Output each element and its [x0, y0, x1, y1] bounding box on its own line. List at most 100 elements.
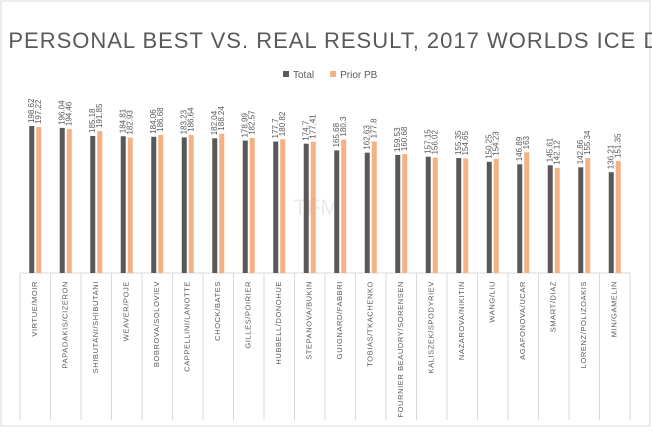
bar — [127, 137, 133, 273]
bar — [212, 138, 218, 273]
data-label: 186.68 — [156, 107, 165, 132]
data-label: 155.34 — [583, 130, 592, 155]
data-label: 159.53 — [393, 127, 402, 152]
x-tick-label: WANG/LIU — [488, 281, 497, 323]
legend-swatch — [283, 71, 289, 77]
bar — [432, 157, 438, 273]
legend-label: Total — [293, 70, 314, 81]
data-label: 177.8 — [369, 118, 378, 139]
bar — [29, 126, 35, 273]
bar — [97, 131, 103, 273]
bar — [456, 158, 462, 273]
legend-swatch — [330, 71, 337, 77]
data-label: 151.35 — [613, 133, 622, 158]
bar — [158, 134, 164, 273]
bar — [242, 140, 248, 273]
data-label: 155.35 — [454, 130, 463, 155]
chart-title: PRIOR PERSONAL BEST VS. REAL RESULT, 201… — [0, 28, 652, 53]
bar — [547, 165, 553, 273]
bar — [120, 136, 126, 273]
watermark: TFM — [293, 195, 338, 220]
data-label: 182.93 — [125, 110, 134, 135]
data-label: 188.24 — [217, 106, 226, 131]
bar — [66, 129, 72, 273]
x-tick-label: WEAVER/POJE — [122, 281, 131, 341]
bar — [463, 158, 469, 273]
data-label: 154.23 — [491, 131, 500, 156]
bar — [334, 150, 340, 273]
x-tick-label: BOBROVA/SOLOVIEV — [152, 281, 161, 367]
bar — [219, 133, 225, 273]
x-tick-label: HUBBELL/DONOHUE — [274, 281, 283, 365]
data-label: 180.82 — [278, 111, 287, 136]
bar — [608, 172, 614, 273]
bar — [249, 137, 255, 273]
data-label: 154.65 — [461, 131, 470, 156]
bar — [181, 137, 187, 273]
bar — [425, 156, 431, 273]
x-tick-label: LORENZ/POLIZOAKIS — [579, 281, 588, 368]
data-label: 197.22 — [34, 99, 43, 124]
x-tick-label: FOURNIER BEAUDRY/SORENSEN — [396, 281, 405, 418]
x-tick-label: VIRTUE/MOIR — [30, 281, 39, 337]
data-label: 142.12 — [552, 140, 561, 165]
data-label: 185.18 — [88, 108, 97, 133]
data-label: 156.02 — [430, 130, 439, 155]
data-label: 145.61 — [545, 137, 554, 162]
bar — [517, 164, 523, 273]
bar — [402, 154, 408, 273]
bar — [486, 161, 492, 273]
bar — [280, 139, 286, 273]
data-label: 165.68 — [332, 122, 341, 147]
x-tick-label: STEPANOVA/BUKIN — [305, 281, 314, 360]
x-tick-label: SHIBUTANI/SHIBUTANI — [91, 281, 100, 373]
data-label: 162.63 — [362, 125, 371, 150]
bar — [188, 134, 194, 273]
data-label: 182.04 — [210, 110, 219, 135]
x-tick-label: CAPPELLINI/LANOTTE — [183, 281, 192, 372]
data-label: 177.41 — [308, 114, 317, 139]
x-tick-label: GILLES/POIRIER — [244, 281, 253, 349]
data-label: 180.3 — [339, 116, 348, 137]
bar — [493, 158, 499, 273]
bar — [554, 167, 560, 273]
bar — [615, 161, 621, 273]
bar — [36, 127, 42, 274]
data-label: 186.64 — [186, 107, 195, 132]
data-label: 184.81 — [118, 108, 127, 133]
data-label: 182.57 — [247, 110, 256, 135]
x-tick-label: AGAFONOVA/UCAR — [518, 281, 527, 360]
data-label: 177.7 — [271, 118, 280, 139]
data-label: 174.7 — [301, 120, 310, 141]
bar — [90, 135, 96, 273]
data-label: 196.04 — [57, 100, 66, 125]
bar — [364, 152, 370, 273]
bar — [341, 139, 347, 273]
x-tick-label: CHOCK/BATES — [213, 281, 222, 341]
data-label: 184.06 — [149, 109, 158, 134]
data-label: 146.89 — [515, 136, 524, 161]
bar — [524, 152, 530, 273]
x-tick-label: SMART/DIAZ — [549, 281, 558, 332]
data-label: 191.85 — [95, 103, 104, 128]
data-label: 136.21 — [606, 144, 615, 169]
bar — [585, 158, 591, 273]
bar — [151, 136, 157, 273]
data-label: 183.23 — [179, 109, 188, 134]
bar — [59, 127, 65, 274]
data-label: 160.68 — [400, 126, 409, 151]
x-tick-label: NAZAROVA/NIKITIN — [457, 281, 466, 360]
x-tick-label: GUIGNARD/FABBRI — [335, 281, 344, 359]
data-label: 150.25 — [484, 134, 493, 159]
legend-label: Prior PB — [340, 70, 378, 81]
x-tick-label: TOBIAS/TKACHENKO — [366, 281, 375, 367]
data-label: 163 — [522, 135, 531, 149]
bar — [395, 154, 401, 273]
data-label: 142.86 — [576, 139, 585, 164]
x-tick-label: KALISZEK/SPODYRIEV — [427, 281, 436, 374]
x-tick-label: PAPADAKIS/CIZERON — [61, 281, 70, 368]
bar — [310, 141, 316, 273]
data-label: 194.46 — [64, 101, 73, 126]
x-tick-label: MIN/GAMELIN — [610, 281, 619, 337]
